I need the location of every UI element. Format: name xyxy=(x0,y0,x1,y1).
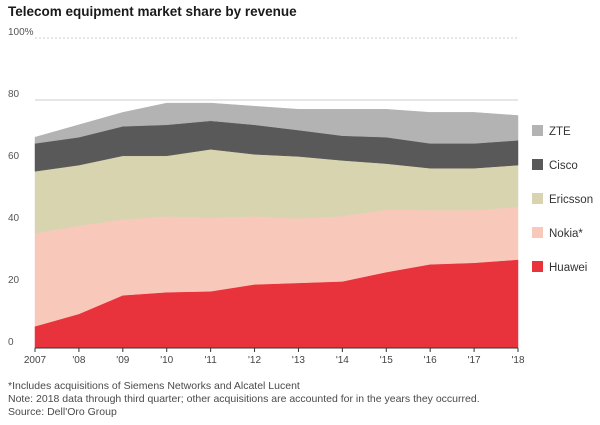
y-tick-label: 60 xyxy=(8,151,20,162)
y-tick-label: 0 xyxy=(8,337,14,348)
legend-swatch-ericsson xyxy=(532,193,543,204)
legend-swatch-cisco xyxy=(532,159,543,170)
legend-swatch-huawei xyxy=(532,261,543,272)
legend: ZTE Cisco Ericsson Nokia* Huawei xyxy=(532,125,593,274)
x-tick-label: '18 xyxy=(511,355,524,366)
legend-label-zte: ZTE xyxy=(549,126,571,138)
x-tick-label: '11 xyxy=(204,355,217,366)
x-tick-label: 2007 xyxy=(24,355,47,366)
legend-swatch-zte xyxy=(532,125,543,136)
footnotes: *Includes acquisitions of Siemens Networ… xyxy=(8,380,480,419)
stacked-area-chart: 0 20 40 60 80 100% 2007 '08 '09 '10 '11 '12 '13 '14 '… xyxy=(8,27,593,366)
legend-label-huawei: Huawei xyxy=(549,262,587,274)
x-tick-label: '17 xyxy=(468,355,481,366)
y-tick-label: 40 xyxy=(8,213,20,224)
x-tick-label: '09 xyxy=(116,355,129,366)
x-tick-label: '16 xyxy=(424,355,437,366)
legend-label-cisco: Cisco xyxy=(549,160,578,172)
footnote-source: Source: Dell'Oro Group xyxy=(8,406,117,418)
x-tick-label: '08 xyxy=(72,355,85,366)
footnote-note: Note: 2018 data through third quarter; o… xyxy=(8,393,480,405)
axes: 2007 '08 '09 '10 '11 '12 '13 '14 '15 '16 '17 '18 xyxy=(24,347,525,366)
x-tick-label: '15 xyxy=(380,355,393,366)
legend-label-nokia: Nokia* xyxy=(549,228,583,240)
x-tick-label: '14 xyxy=(336,355,349,366)
chart-title: Telecom equipment market share by revenu… xyxy=(8,4,297,19)
legend-label-ericsson: Ericsson xyxy=(549,194,593,206)
area-series-group xyxy=(34,102,519,349)
y-tick-label: 100% xyxy=(8,27,34,38)
x-tick-label: '10 xyxy=(160,355,173,366)
legend-swatch-nokia xyxy=(532,227,543,238)
x-tick-label: '12 xyxy=(248,355,261,366)
footnote-acquisitions: *Includes acquisitions of Siemens Networ… xyxy=(8,380,300,392)
x-tick-label: '13 xyxy=(292,355,305,366)
area-zte xyxy=(34,102,519,144)
y-tick-label: 80 xyxy=(8,89,20,100)
y-tick-label: 20 xyxy=(8,275,20,286)
